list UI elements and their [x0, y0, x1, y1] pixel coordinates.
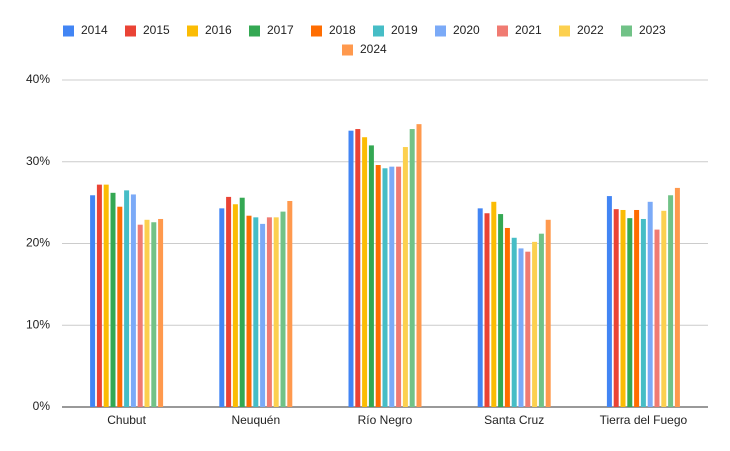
legend-label: 2017 [267, 23, 294, 37]
bar [348, 130, 354, 407]
legend-label: 2024 [360, 42, 387, 56]
bar [287, 200, 293, 407]
bar [640, 218, 646, 407]
bar [130, 194, 136, 407]
bar [498, 214, 504, 407]
legend-label: 2019 [391, 23, 418, 37]
legend-swatch [435, 25, 446, 37]
y-tick-label: 10% [26, 317, 50, 331]
bar [117, 206, 123, 407]
legend-swatch [621, 25, 632, 37]
bar [402, 147, 408, 407]
x-tick-label: Chubut [107, 413, 146, 427]
legend-swatch [342, 44, 353, 56]
bar [158, 218, 164, 407]
bar [355, 129, 361, 408]
x-tick-label: Tierra del Fuego [600, 413, 688, 427]
legend-label: 2016 [205, 23, 232, 37]
y-tick-label: 30% [26, 154, 50, 168]
bar [606, 196, 612, 407]
bar [226, 196, 232, 407]
bar [484, 213, 490, 407]
bar [246, 215, 252, 407]
bar [389, 166, 395, 407]
bar [232, 204, 238, 407]
legend-swatch [311, 25, 322, 37]
legend-label: 2022 [577, 23, 604, 37]
bar [280, 211, 286, 407]
bar [491, 201, 497, 407]
bar [511, 237, 517, 407]
bar [375, 165, 381, 407]
legend-swatch [63, 25, 74, 37]
bar [219, 208, 225, 407]
y-tick-label: 40% [26, 72, 50, 86]
bar [110, 192, 116, 407]
bar [137, 224, 143, 407]
bar [124, 190, 130, 407]
bar [416, 124, 422, 408]
bar [477, 208, 483, 407]
legend-label: 2023 [639, 23, 666, 37]
bar [144, 219, 150, 407]
bar [151, 222, 157, 407]
legend-swatch [373, 25, 384, 37]
legend-label: 2015 [143, 23, 170, 37]
bar [627, 218, 633, 407]
bar [532, 241, 538, 407]
x-tick-label: Neuquén [231, 413, 280, 427]
bar [525, 251, 531, 407]
bar [239, 197, 245, 407]
legend-label: 2014 [81, 23, 108, 37]
bar [103, 184, 109, 407]
legend-label: 2020 [453, 23, 480, 37]
legend-label: 2021 [515, 23, 542, 37]
legend-swatch [187, 25, 198, 37]
bar [545, 219, 551, 407]
bar [362, 137, 368, 407]
bar [674, 187, 680, 407]
bar [518, 248, 524, 407]
bar [260, 223, 266, 407]
bar [654, 229, 660, 407]
bar [538, 233, 544, 407]
bar [253, 217, 259, 407]
bar [368, 145, 374, 407]
bar [90, 195, 96, 407]
bar [273, 217, 279, 407]
bar [266, 217, 272, 407]
bar [409, 129, 415, 408]
legend-swatch [125, 25, 136, 37]
x-tick-label: Santa Cruz [484, 413, 544, 427]
bar [661, 210, 667, 407]
legend-swatch [497, 25, 508, 37]
bar [382, 168, 388, 407]
bar [620, 209, 626, 407]
bar [96, 184, 102, 407]
bar [647, 201, 653, 407]
x-tick-label: Río Negro [358, 413, 413, 427]
bar [504, 227, 510, 407]
bar [668, 195, 674, 407]
y-tick-label: 20% [26, 236, 50, 250]
legend-swatch [249, 25, 260, 37]
bar [613, 209, 619, 407]
bar [634, 209, 640, 407]
legend-swatch [559, 25, 570, 37]
legend-label: 2018 [329, 23, 356, 37]
y-tick-label: 0% [33, 399, 51, 413]
bar [396, 166, 402, 407]
